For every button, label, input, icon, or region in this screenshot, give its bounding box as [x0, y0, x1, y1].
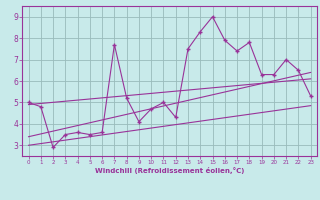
X-axis label: Windchill (Refroidissement éolien,°C): Windchill (Refroidissement éolien,°C): [95, 167, 244, 174]
